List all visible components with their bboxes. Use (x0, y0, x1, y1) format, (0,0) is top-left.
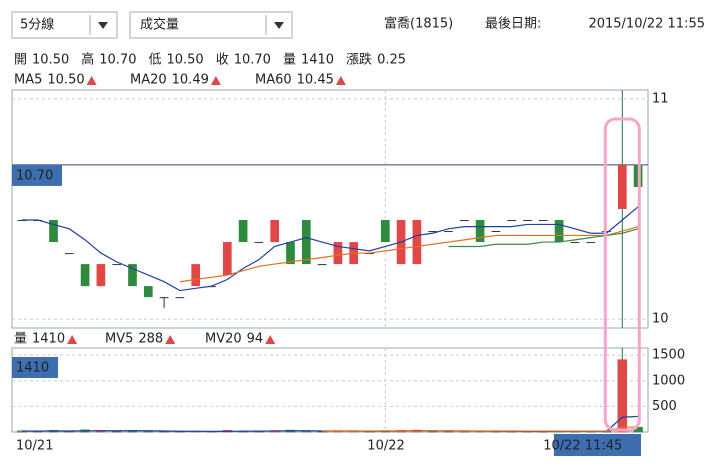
candle-body (444, 231, 453, 233)
last-date: 2015/10/22 11:55 (588, 17, 705, 32)
ma-legend-name: MA60 (255, 73, 292, 88)
up-triangle (67, 335, 78, 344)
volume-legend-label: 量 (14, 332, 27, 347)
x-tick-label: 10/21 (16, 439, 53, 454)
quote-value: 0.25 (377, 53, 406, 68)
volume-label: 1410 (16, 361, 49, 376)
indicator-text: 成交量 (140, 17, 179, 33)
quote-label: 漲跌 (346, 52, 372, 68)
indicator-select[interactable] (129, 11, 293, 39)
volume-legend-value: 1410 (32, 332, 65, 347)
ma-legend-value: 10.50 (47, 73, 84, 88)
price-label-box (12, 164, 62, 186)
candle-body (143, 286, 153, 298)
x-tick-label-selected: 10/22 11:45 (543, 439, 622, 454)
candle-body (586, 242, 596, 244)
period-text: 5分線 (20, 17, 54, 33)
stock-name: 富喬(1815) (384, 16, 453, 32)
candle-body (96, 264, 106, 287)
y-tick-label: 1000 (652, 373, 685, 388)
up-triangle (86, 76, 97, 85)
candle-body (459, 220, 469, 222)
candle-body (554, 220, 564, 243)
volume-plot-frame (11, 347, 649, 433)
highlight-ring (603, 117, 641, 432)
quote-value: 10.50 (166, 53, 203, 68)
quote-label: 量 (283, 53, 296, 68)
candle-body (238, 220, 248, 243)
x-label-box (553, 434, 641, 456)
ma-legend-name: MA20 (130, 73, 167, 88)
volume-bar (443, 431, 454, 433)
quote-value: 10.70 (99, 53, 136, 68)
mv-line (322, 426, 639, 432)
up-triangle (265, 335, 276, 344)
quote-value: 10.50 (32, 53, 69, 68)
candle-body (254, 242, 264, 244)
quote-value: 10.70 (234, 53, 271, 68)
x-tick-label: 10/22 (367, 439, 404, 454)
y-tick-label: 11 (652, 91, 669, 106)
candle-body (507, 220, 517, 222)
candle-body (175, 297, 185, 299)
period-select[interactable] (11, 11, 118, 39)
candle-body (491, 231, 501, 233)
candle-body (159, 297, 169, 299)
ma-legend-value: 10.45 (297, 73, 334, 88)
mv-legend-value: 94 (247, 332, 264, 347)
candle-body (191, 264, 201, 287)
candle-body (301, 220, 311, 265)
ma-line (21, 206, 639, 292)
volume-bar (617, 359, 628, 433)
volume-label-box (12, 357, 58, 378)
mv-legend-name: MV20 (205, 332, 242, 347)
candle-body (538, 220, 548, 222)
candle-body (380, 220, 390, 243)
candle-body (317, 264, 327, 266)
dropdown-arrow[interactable] (274, 22, 284, 29)
quote-value: 1410 (301, 53, 334, 68)
candle-body (428, 231, 438, 233)
candle-body (128, 264, 137, 287)
up-triangle (165, 335, 176, 344)
mv-legend-value: 288 (138, 332, 163, 347)
y-tick-label: 1500 (652, 348, 685, 363)
candle-body (333, 242, 343, 265)
candle-body (80, 264, 90, 287)
candle-body (570, 242, 580, 244)
volume-bar (111, 431, 122, 433)
candle-body (112, 264, 122, 266)
y-tick-label: 500 (652, 399, 677, 414)
mv-line (21, 415, 639, 433)
candle-body (222, 242, 232, 276)
candle-body (270, 220, 280, 243)
ma-legend-value: 10.49 (172, 73, 209, 88)
candle-body (286, 242, 295, 265)
quote-label: 高 (81, 52, 94, 68)
quote-label: 低 (148, 53, 161, 68)
price-plot-frame (11, 89, 649, 329)
y-tick-label: 10 (652, 312, 669, 327)
ma-line (179, 226, 639, 283)
quote-label: 開 (14, 53, 27, 68)
dropdown-arrow[interactable] (98, 22, 108, 29)
candle-body (475, 220, 485, 243)
candle-body (523, 220, 532, 222)
mv-legend-name: MV5 (105, 332, 133, 347)
ma-legend-name: MA5 (14, 73, 42, 88)
up-triangle (335, 76, 346, 85)
candle-body (617, 164, 627, 209)
candle-body (64, 253, 74, 255)
up-triangle (210, 76, 221, 85)
candle-body (412, 220, 422, 265)
price-label: 10.70 (16, 168, 53, 183)
quote-label: 收 (216, 53, 229, 68)
last-date-label: 最後日期: (485, 17, 541, 32)
candle-body (49, 220, 58, 243)
